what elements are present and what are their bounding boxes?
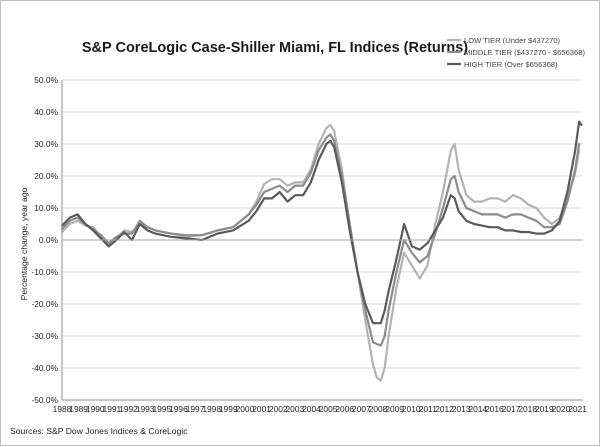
x-tick-label: 2006 [335, 404, 354, 414]
x-tick-label: 2002 [269, 404, 288, 414]
axes [61, 80, 583, 401]
x-tick-label: 1991 [103, 404, 122, 414]
x-tick-label: 1992 [119, 404, 138, 414]
y-tick-label: 10.0% [34, 203, 58, 213]
legend: LOW TIER (Under $437270) MIDDLE TIER ($43… [447, 36, 585, 69]
x-tick-label: 2017 [502, 404, 521, 414]
x-tick-label: 2020 [552, 404, 571, 414]
x-tick-label: 2000 [236, 404, 255, 414]
series-lines [60, 120, 583, 382]
x-tick-label: 2011 [419, 404, 437, 414]
x-tick-label: 1990 [86, 404, 105, 414]
x-tick-label: 2010 [402, 404, 421, 414]
x-tick-label: 2004 [302, 404, 321, 414]
x-tick-label: 2009 [385, 404, 404, 414]
x-axis-tick-labels: 1988198919901991199219931995199619971998… [53, 404, 588, 414]
y-tick-label: 0.0% [39, 235, 59, 245]
x-tick-label: 2013 [452, 404, 471, 414]
x-tick-label: 1997 [186, 404, 205, 414]
y-tick-label: 20.0% [34, 171, 58, 181]
x-tick-label: 1996 [169, 404, 188, 414]
legend-label-1: MIDDLE TIER ($437270 - $656368) [464, 48, 585, 57]
x-tick-label: 1989 [69, 404, 88, 414]
x-tick-label: 2014 [468, 404, 487, 414]
source-note: Sources: S&P Dow Jones Indices & CoreLog… [10, 426, 188, 436]
y-tick-label: -20.0% [31, 299, 58, 309]
x-tick-label: 2016 [485, 404, 504, 414]
x-tick-label: 2012 [435, 404, 454, 414]
y-tick-label: -50.0% [31, 395, 58, 405]
x-tick-label: 2007 [352, 404, 371, 414]
x-tick-label: 2018 [518, 404, 537, 414]
x-tick-label: 2021 [568, 404, 587, 414]
legend-label-0: LOW TIER (Under $437270) [464, 36, 561, 45]
y-tick-label: 50.0% [34, 75, 58, 85]
chart-title: S&P CoreLogic Case-Shiller Miami, FL Ind… [82, 40, 468, 56]
series-line-0 [60, 123, 581, 382]
y-tick-label: -10.0% [31, 267, 58, 277]
x-tick-label: 1995 [152, 404, 171, 414]
x-tick-label: 2003 [286, 404, 305, 414]
y-axis-label: Percentage change, year ago [19, 187, 29, 300]
x-tick-label: 1988 [53, 404, 72, 414]
y-tick-label: 40.0% [34, 107, 58, 117]
x-tick-label: 1993 [136, 404, 155, 414]
x-tick-label: 2019 [535, 404, 554, 414]
x-tick-label: 1998 [202, 404, 221, 414]
series-line-2 [60, 120, 583, 325]
y-tick-label: -30.0% [31, 331, 58, 341]
y-tick-label: 30.0% [34, 139, 58, 149]
x-tick-label: 2008 [369, 404, 388, 414]
legend-label-2: HIGH TIER (Over $656368) [464, 60, 558, 69]
y-axis-tick-labels: -50.0% -40.0% -30.0% -20.0% -10.0% 0.0% 10.0% 2… [31, 75, 58, 405]
y-tick-label: -40.0% [31, 363, 58, 373]
x-tick-label: 2005 [319, 404, 338, 414]
x-tick-label: 2001 [252, 404, 271, 414]
x-tick-label: 1999 [219, 404, 238, 414]
